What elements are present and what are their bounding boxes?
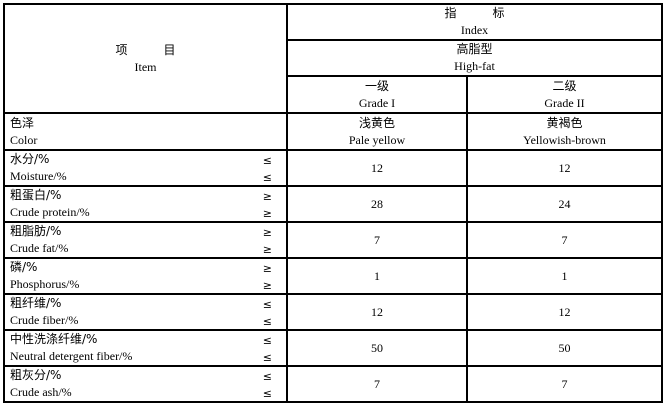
comparison-symbol: ≥	[262, 243, 272, 256]
row-label-zh: 磷/%	[10, 260, 38, 274]
comparison-symbol: ≤	[262, 315, 272, 328]
row-label-zh: 粗灰分/%	[10, 368, 62, 382]
grade-2-value: 12	[465, 149, 664, 187]
row-label: 粗脂肪/% Crude fat/% ≥ ≥	[3, 221, 288, 259]
row-label: 中性洗涤纤维/% Neutral detergent fiber/% ≤ ≤	[3, 329, 288, 367]
row-label: 粗灰分/% Crude ash/% ≤ ≤	[3, 365, 288, 403]
grade-1-value: 7	[286, 365, 468, 403]
row-label-zh: 粗蛋白/%	[10, 188, 62, 202]
grade-2-zh: 二级	[552, 78, 577, 93]
comparison-symbol: ≥	[262, 207, 272, 220]
row-label-en: Color	[10, 132, 38, 147]
grade-1-value: 1	[286, 257, 468, 295]
item-header-zh: 项 目	[115, 42, 176, 57]
row-label-en: Crude fiber/%	[10, 313, 79, 327]
grade-1-value: 12	[286, 293, 468, 331]
row-label-en: Crude ash/%	[10, 385, 72, 399]
row-label-en: Moisture/%	[10, 169, 67, 183]
table-row: 粗纤维/% Crude fiber/% ≤ ≤ 12 12	[3, 293, 664, 331]
comparison-symbol: ≤	[262, 171, 272, 184]
comparison-symbol: ≥	[262, 262, 272, 275]
row-label: 磷/% Phosphorus/% ≥ ≥	[3, 257, 288, 295]
grade-1-value: 7	[286, 221, 468, 259]
table-row: 中性洗涤纤维/% Neutral detergent fiber/% ≤ ≤ 5…	[3, 329, 664, 367]
value-zh: 黄褐色	[546, 115, 583, 130]
comparison-symbol: ≤	[262, 334, 272, 347]
row-label: 粗蛋白/% Crude protein/% ≥ ≥	[3, 185, 288, 223]
table-row: 粗脂肪/% Crude fat/% ≥ ≥ 7 7	[3, 221, 664, 259]
row-label-zh: 粗纤维/%	[10, 296, 62, 310]
grade-1-zh: 一级	[364, 78, 389, 93]
grade-2-en: Grade II	[544, 95, 585, 110]
grade-1-en: Grade I	[358, 95, 396, 110]
value-zh: 浅黄色	[358, 115, 395, 130]
row-label-en: Crude protein/%	[10, 205, 90, 219]
row-label-zh: 粗脂肪/%	[10, 224, 62, 238]
grade-2-value: 7	[465, 365, 664, 403]
row-label-zh: 色泽	[10, 115, 35, 130]
row-label-zh: 中性洗涤纤维/%	[10, 332, 98, 346]
grade-1-header: 一级 Grade I	[286, 75, 468, 114]
row-label-zh: 水分/%	[10, 152, 50, 166]
type-header-en: High-fat	[454, 59, 495, 73]
comparison-symbol: ≤	[262, 387, 272, 400]
row-label: 色泽 Color	[3, 112, 288, 151]
grade-1-value: 50	[286, 329, 468, 367]
index-header: 指 标 Index	[285, 3, 664, 41]
comparison-symbol: ≤	[262, 351, 272, 364]
comparison-symbol: ≥	[262, 226, 272, 239]
table-row: 色泽 Color 浅黄色 Pale yellow 黄褐色 Yellowish-brow…	[3, 112, 664, 151]
grade-1-value: 28	[286, 185, 468, 223]
table-row: 磷/% Phosphorus/% ≥ ≥ 1 1	[3, 257, 664, 295]
specification-table: 项 目 Item 指 标 Index 高脂型 High-fat 一级 Grade I 二…	[3, 3, 664, 403]
comparison-symbol: ≥	[262, 190, 272, 203]
value-en: Pale yellow	[348, 132, 406, 147]
value-en: Yellowish-brown	[523, 132, 606, 147]
grade-1-value: 浅黄色 Pale yellow	[286, 112, 468, 151]
grade-2-value: 50	[465, 329, 664, 367]
grade-2-value: 黄褐色 Yellowish-brown	[465, 112, 664, 151]
table-row: 水分/% Moisture/% ≤ ≤ 12 12	[3, 149, 664, 187]
index-header-zh: 指 标	[444, 6, 505, 20]
row-label-en: Phosphorus/%	[10, 277, 80, 291]
grade-2-value: 7	[465, 221, 664, 259]
grade-1-value: 12	[286, 149, 468, 187]
grade-2-value: 1	[465, 257, 664, 295]
grade-2-value: 24	[465, 185, 664, 223]
comparison-symbol: ≤	[262, 154, 272, 167]
item-header-en: Item	[134, 59, 157, 74]
item-header: 项 目 Item	[3, 3, 288, 114]
comparison-symbol: ≥	[262, 279, 272, 292]
comparison-symbol: ≤	[262, 298, 272, 311]
row-label-en: Neutral detergent fiber/%	[10, 349, 133, 363]
grade-2-value: 12	[465, 293, 664, 331]
row-label: 粗纤维/% Crude fiber/% ≤ ≤	[3, 293, 288, 331]
row-label-en: Crude fat/%	[10, 241, 69, 255]
grade-2-header: 二级 Grade II	[465, 75, 664, 114]
index-header-en: Index	[460, 23, 489, 37]
table-row: 粗灰分/% Crude ash/% ≤ ≤ 7 7	[3, 365, 664, 403]
comparison-symbol: ≤	[262, 370, 272, 383]
type-header-zh: 高脂型	[456, 42, 493, 56]
row-label: 水分/% Moisture/% ≤ ≤	[3, 149, 288, 187]
table-row: 粗蛋白/% Crude protein/% ≥ ≥ 28 24	[3, 185, 664, 223]
type-header: 高脂型 High-fat	[285, 39, 664, 77]
